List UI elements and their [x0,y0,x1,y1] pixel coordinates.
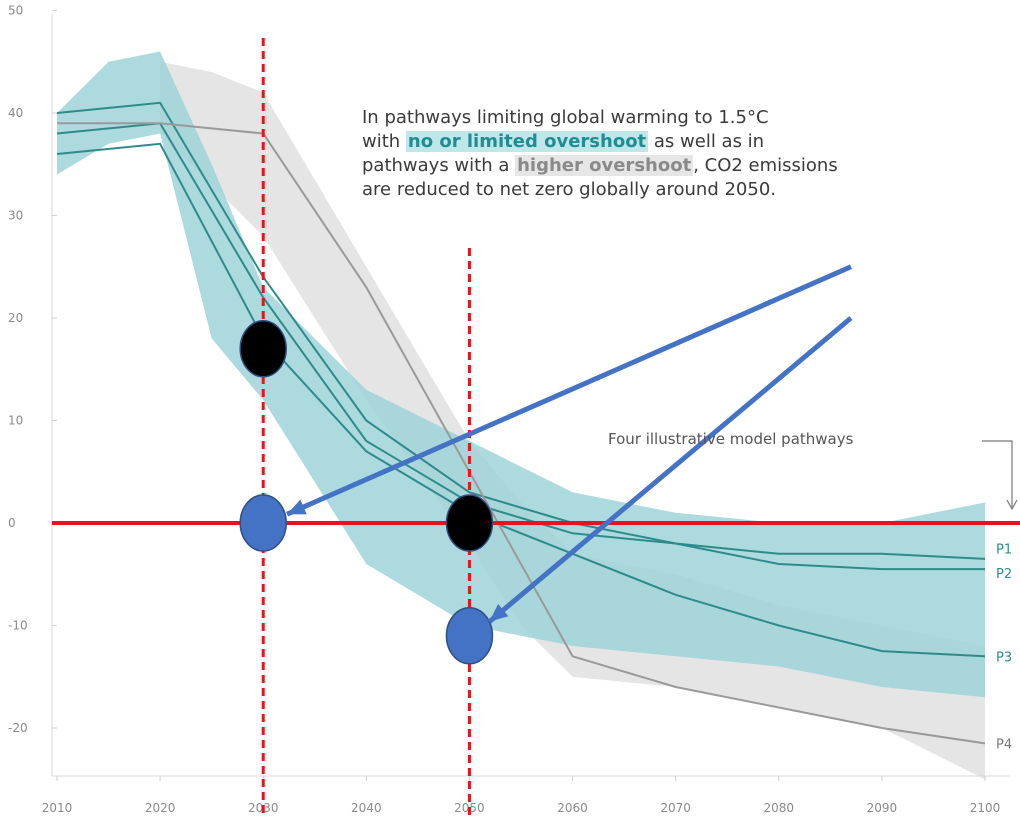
arrow-head-1 [287,499,307,515]
x-tick-label: 2080 [764,801,795,815]
x-tick-label: 2090 [867,801,898,815]
x-tick-label: 2060 [557,801,588,815]
annotation-text-part: pathways with a [362,155,516,176]
x-axis-ticks: 2010202020302040205020602070208020902100 [42,776,1001,815]
no-overshoot-highlight: no or limited overshoot [405,131,649,152]
series-line-p2 [56,101,985,571]
pathway-label-p1: P1 [996,543,1012,558]
y-axis-ticks: 50 40 30 20 10 0 -10 -20 [8,4,57,735]
annotation-text-part: as well as in [648,131,765,152]
y-tick-label: 30 [8,209,23,223]
x-tick-label: 2020 [145,801,176,815]
x-tick-label: 2040 [351,801,382,815]
annotation-text-part: with [362,131,406,152]
arrow-head-2 [489,604,509,622]
blue-arrows [286,264,853,624]
blue-marker-dot [445,607,494,665]
annotation-line-4: are reduced to net zero globally around … [362,179,776,200]
four-pathways-label: Four illustrative model pathways [608,430,854,448]
y-tick-label: -10 [8,619,28,633]
y-tick-label: -20 [8,721,28,735]
black-marker-dot [445,494,494,552]
y-tick-label: 40 [8,106,23,120]
no-overshoot-band [57,51,985,698]
y-tick-label: 10 [8,414,23,428]
pathways-bracket [982,440,1018,511]
series-line-p1 [56,122,986,560]
uncertainty-bands [57,51,986,780]
marker-dots [239,320,494,665]
higher-overshoot-highlight: higher overshoot [515,155,694,176]
pathway-lines [56,101,986,745]
x-tick-label: 2070 [660,801,691,815]
pathway-label-p2: P2 [996,567,1012,582]
arrow-shaft-2 [487,316,853,624]
black-marker-dot [239,320,287,378]
y-tick-label: 50 [8,4,23,18]
pathway-label-p3: P3 [996,650,1012,665]
pathway-labels: P1 P2 P3 P4 [996,543,1012,753]
blue-marker-dot [239,494,287,552]
annotation-line-1: In pathways limiting global warming to 1… [362,107,769,128]
series-line-p3 [56,142,986,658]
annotation-line-2: with no or limited overshoot as well as … [362,130,962,154]
y-tick-label: 0 [8,516,16,530]
y-tick-label: 20 [8,311,23,325]
arrow-shaft-1 [286,264,852,517]
red-overlay-lines [52,38,1020,815]
x-tick-label: 2100 [970,801,1001,815]
axes [51,14,1010,777]
series-line-p4 [57,122,986,745]
annotation-line-3: pathways with a higher overshoot, CO2 em… [362,154,962,178]
annotation-text: In pathways limiting global warming to 1… [362,106,962,202]
annotation-text-part: , CO2 emissions [693,155,838,176]
x-tick-label: 2010 [42,801,73,815]
pathway-label-p4: P4 [996,737,1012,752]
